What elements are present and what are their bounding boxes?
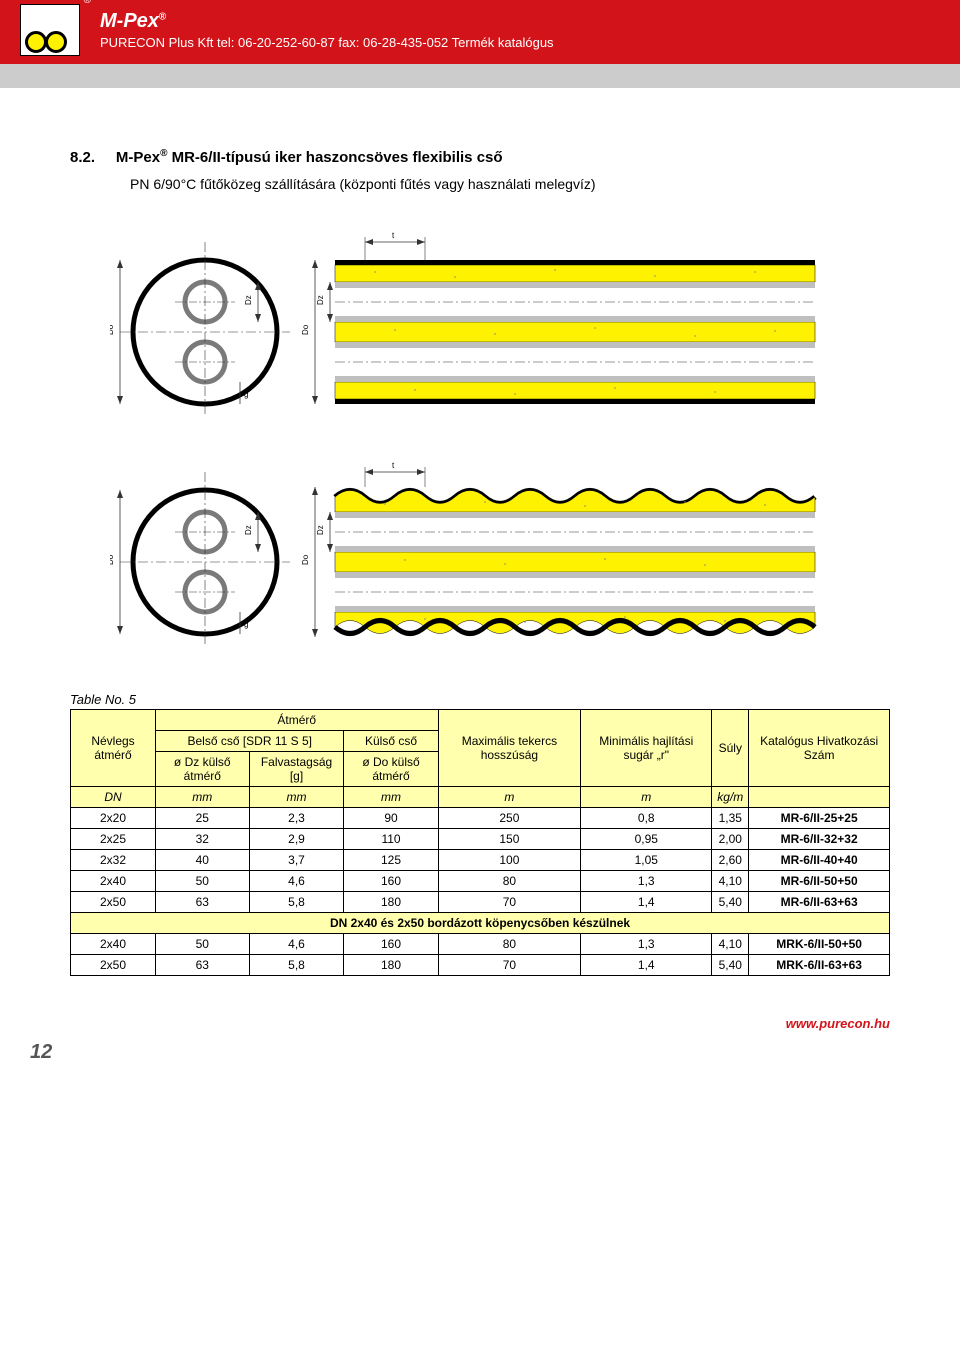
svg-text:g: g [244,390,248,399]
th-wall: Falvastagság [g] [249,752,344,787]
pipe-cross-section-corrugated: Do Dz g [110,452,830,652]
page-number: 12 [0,1041,960,1084]
pipe-cross-section-smooth: Do Dz g [110,222,830,422]
th-odo: ø Do külső átmérő [344,752,438,787]
svg-text:Dz: Dz [316,295,325,305]
page-header: ® M-Pex® PURECON Plus Kft tel: 06-20-252… [0,0,960,64]
th-max-length: Maximális tekercs hosszúság [438,710,581,787]
th-weight: Súly [712,710,749,787]
table-row: 2x50635,8180701,45,40MR-6/II-63+63 [71,892,890,913]
svg-text:Do: Do [301,324,310,335]
th-catalog: Katalógus Hivatkozási Szám [749,710,890,787]
table-caption: Table No. 5 [70,692,890,707]
th-inner-pipe: Belső cső [SDR 11 S 5] [156,731,344,752]
th-diameter: Átmérő [156,710,439,731]
header-contact: PURECON Plus Kft tel: 06-20-252-60-87 fa… [100,35,940,50]
table-row: 2x50635,8180701,45,40MRK-6/II-63+63 [71,955,890,976]
table-span-note: DN 2x40 és 2x50 bordázott köpenycsőben k… [71,913,890,934]
svg-text:Do: Do [110,324,115,335]
technical-diagrams: Do Dz g [110,222,890,652]
brand-logo: ® [20,4,80,56]
section-subtitle: PN 6/90°C fűtőközeg szállítására (közpon… [130,176,890,192]
th-outer-pipe: Külső cső [344,731,438,752]
svg-text:Dz: Dz [244,295,253,305]
page-content: 8.2. M-Pex® MR-6/II-típusú iker haszoncs… [0,88,960,1016]
table-row: 2x40504,6160801,34,10MR-6/II-50+50 [71,871,890,892]
svg-text:Dz: Dz [244,525,253,535]
th-nominal: Névlegs átmérő [71,710,156,787]
th-odz: ø Dz külső átmérő [156,752,250,787]
units-row: DN mm mm mm m m kg/m [71,787,890,808]
table-row: 2x40504,6160801,34,10MRK-6/II-50+50 [71,934,890,955]
svg-text:t: t [392,231,395,240]
svg-text:Do: Do [110,554,115,565]
table-row: 2x32403,71251001,052,60MR-6/II-40+40 [71,850,890,871]
footer-url: www.purecon.hu [0,1016,960,1041]
svg-text:Do: Do [301,554,310,565]
brand-name: M-Pex® [100,11,940,31]
table-row: 2x25322,91101500,952,00MR-6/II-32+32 [71,829,890,850]
specification-table: Névlegs átmérő Átmérő Maximális tekercs … [70,709,890,976]
th-min-radius: Minimális hajlítási sugár „r" [581,710,712,787]
section-title: 8.2. M-Pex® MR-6/II-típusú iker haszoncs… [70,148,890,166]
svg-text:t: t [392,461,395,470]
svg-text:g: g [244,620,248,629]
table-row: 2x20252,3902500,81,35MR-6/II-25+25 [71,808,890,829]
svg-text:Dz: Dz [316,525,325,535]
divider-bar [0,64,960,88]
